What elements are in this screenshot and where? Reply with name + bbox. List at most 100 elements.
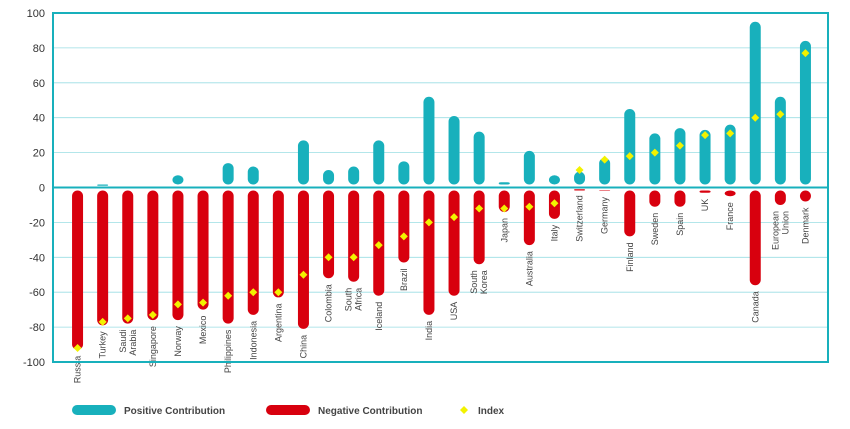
negative-bar	[624, 190, 636, 237]
negative-bar	[799, 190, 811, 202]
negative-bar	[97, 190, 109, 326]
legend: Positive Contribution Negative Contributi…	[72, 405, 505, 417]
positive-bar	[297, 140, 309, 185]
index-marker	[600, 155, 609, 164]
index-marker	[199, 298, 208, 307]
x-tick-label: Finland	[625, 242, 635, 272]
x-tick-label: SaudiArabia	[118, 330, 138, 356]
negative-bar	[323, 190, 335, 279]
negative-bar	[197, 190, 209, 310]
positive-bar	[574, 171, 586, 185]
x-tick-label: Canada	[750, 291, 760, 323]
index-marker	[776, 110, 785, 119]
x-tick-label: Japan	[499, 218, 509, 243]
negative-bar	[348, 190, 360, 282]
legend-swatch-negative	[266, 405, 310, 415]
negative-bar	[473, 190, 485, 265]
bars	[72, 21, 811, 350]
index-marker	[701, 131, 710, 140]
positive-bar	[498, 182, 510, 185]
x-tick-label: Germany	[600, 196, 610, 234]
index-marker	[98, 317, 107, 326]
positive-bar	[749, 21, 761, 185]
index-marker	[801, 49, 810, 58]
negative-bar	[122, 190, 134, 324]
negative-bar	[247, 190, 259, 315]
x-tick-label: Brazil	[399, 269, 409, 292]
y-tick-label: -60	[29, 287, 45, 299]
negative-bar	[72, 190, 84, 350]
negative-bar	[448, 190, 460, 296]
positive-bar	[774, 96, 786, 185]
x-tick-label: SouthKorea	[469, 270, 489, 294]
x-tick-label: Russia	[73, 356, 83, 384]
y-tick-label: 60	[33, 78, 45, 90]
index-marker	[525, 202, 534, 211]
index-marker	[148, 310, 157, 319]
x-tick-label: Turkey	[98, 331, 108, 359]
y-tick-label: -40	[29, 252, 45, 264]
x-tick-label: Colombia	[324, 284, 334, 322]
positive-bar	[624, 108, 636, 185]
y-tick-label: 80	[33, 43, 45, 55]
x-tick-label: Philippines	[223, 329, 233, 373]
positive-bar	[599, 157, 611, 185]
x-axis-tick-labels: Russia Turkey SaudiArabia Singapore Norway Me…	[73, 195, 811, 383]
index-marker	[374, 241, 383, 250]
index-marker	[424, 218, 433, 227]
positive-bar	[222, 163, 234, 185]
x-tick-label: SouthAfrica	[344, 288, 364, 312]
y-tick-label: 20	[33, 148, 45, 160]
index-marker	[625, 152, 634, 161]
positive-bar	[323, 170, 335, 185]
index-marker	[399, 232, 408, 241]
negative-bar	[574, 189, 586, 191]
index-marker	[475, 204, 484, 213]
positive-bar	[247, 166, 259, 185]
index-marker	[249, 288, 258, 297]
index-marker	[550, 199, 559, 208]
y-tick-label: -20	[29, 217, 45, 229]
index-marker	[324, 253, 333, 262]
positive-bar	[724, 124, 736, 185]
negative-bar	[523, 190, 535, 246]
x-tick-label: Sweden	[650, 213, 660, 246]
x-tick-label: Denmark	[800, 207, 810, 244]
negative-bar	[172, 190, 184, 321]
x-tick-label: Switzerland	[575, 195, 585, 242]
positive-bar	[172, 175, 184, 185]
index-marker	[650, 148, 659, 157]
legend-label-index: Index	[478, 406, 505, 417]
x-tick-label: Australia	[524, 251, 534, 286]
x-tick-label: Norway	[173, 326, 183, 357]
negative-bar	[423, 190, 435, 315]
index-marker	[450, 213, 459, 222]
negative-bar	[724, 190, 736, 197]
negative-bar	[649, 190, 661, 207]
index-marker	[675, 141, 684, 150]
x-tick-label: EuropeanUnion	[770, 211, 790, 250]
y-tick-label: -100	[23, 357, 45, 369]
negative-bar	[147, 190, 159, 321]
negative-bar	[272, 190, 284, 298]
x-tick-label: UK	[700, 199, 710, 212]
negative-bar	[774, 190, 786, 205]
legend-label-positive: Positive Contribution	[124, 406, 225, 417]
negative-bar	[398, 190, 410, 263]
legend-swatch-index	[460, 406, 468, 414]
positive-bar	[799, 40, 811, 185]
x-tick-label: USA	[449, 302, 459, 321]
negative-bar	[222, 190, 234, 324]
index-marker	[575, 166, 584, 175]
negative-bar	[699, 190, 711, 193]
x-tick-label: Argentina	[273, 303, 283, 342]
index-marker	[73, 344, 82, 353]
y-tick-label: -80	[29, 322, 45, 334]
index-marker	[123, 314, 132, 323]
x-tick-label: China	[298, 335, 308, 359]
index-marker	[274, 288, 283, 297]
index-marker	[224, 291, 233, 300]
positive-bar	[97, 184, 109, 186]
index-marker	[726, 129, 735, 138]
